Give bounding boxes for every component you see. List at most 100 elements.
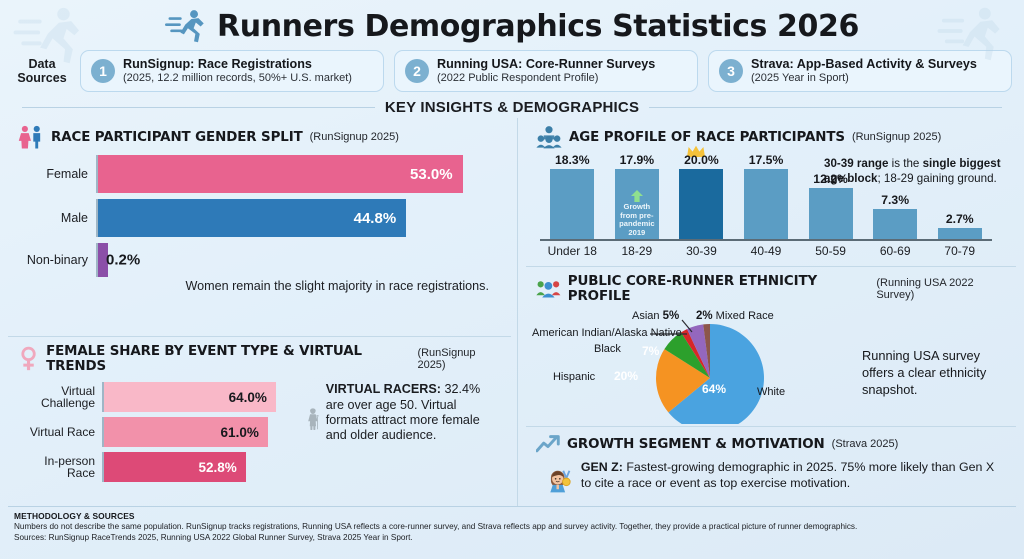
age-bar-0: [550, 169, 595, 240]
age-bar-col-2: 20.0%: [669, 153, 734, 240]
crown-icon: [686, 146, 705, 158]
runner-icon: [13, 7, 80, 64]
panel-female-share: FEMALE SHARE BY EVENT TYPE & VIRTUAL TRE…: [8, 336, 511, 506]
bar-fill-virtual-challenge: 64.0%: [104, 382, 276, 413]
age-bar-col-4: 12.2%: [798, 153, 863, 240]
gender-bar-chart: Female 53.0% Male 44.8%: [14, 151, 505, 299]
pie-label-american-indian: American Indian/Alaska Native: [531, 327, 682, 340]
age-tick-3: 40-49: [750, 244, 782, 259]
bar-fill-female: 53.0%: [98, 155, 463, 194]
growth-annotation-text: Growth from pre-pandemic 2019: [619, 202, 655, 237]
bar-value-virtual-race: 61.0%: [220, 424, 259, 440]
bar-value-male: 44.8%: [353, 209, 397, 227]
data-sources-label-line1: Data: [28, 56, 56, 71]
right-column: AGE PROFILE OF RACE PARTICIPANTS (RunSig…: [516, 118, 1016, 507]
people-trio-icon: [536, 281, 561, 298]
age-bar-col-6: 2.7%: [927, 153, 992, 240]
trend-up-icon: [535, 435, 560, 453]
age-bar-1: Growth from pre-pandemic 2019: [614, 169, 659, 240]
age-bar-3: [744, 169, 788, 240]
source-sub-2: (2022 Public Respondent Profile): [437, 72, 599, 85]
source-card-2[interactable]: 2 Running USA: Core-Runner Surveys (2022…: [394, 50, 698, 93]
age-bar-5: [873, 208, 918, 240]
source-card-3[interactable]: 3 Strava: App-Based Activity & Surveys (…: [708, 50, 1012, 93]
pie-svg: [649, 319, 764, 425]
age-bar-6: [937, 227, 982, 240]
age-bar-col-5: 7.3%: [863, 153, 928, 240]
bar-value-virtual-challenge: 64.0%: [228, 389, 267, 405]
age-bar-col-0: 18.3%: [540, 153, 605, 240]
age-bar-col-1: 17.9% Growth from pre-pandemic 2019: [605, 153, 670, 240]
data-sources-label-line2: Sources: [17, 71, 67, 86]
divider-line-left: [22, 107, 375, 109]
age-note-end: ; 18-29 gaining ground.: [877, 171, 997, 185]
pie-value-black: 7%: [641, 344, 660, 359]
panel-age-profile: AGE PROFILE OF RACE PARTICIPANTS (RunSig…: [526, 118, 1016, 266]
source-title-2: Running USA: Core-Runner Surveys: [437, 57, 656, 71]
age-bar-value-3: 17.5%: [748, 153, 784, 168]
gender-note: Women remain the slight majority in race…: [185, 279, 489, 294]
pie-slice-hispanic: [655, 349, 710, 413]
growth-body-bold: GEN Z:: [580, 460, 623, 475]
gen-z-medalist-icon: [550, 470, 571, 493]
pie-value-mixed-race: 2%: [695, 310, 713, 323]
bar-row-nonbinary: Non-binary 0.2%: [18, 243, 497, 278]
runner-icon: [937, 7, 1000, 61]
age-tick-1: 18-29: [621, 244, 653, 259]
growth-annotation: Growth from pre-pandemic 2019: [615, 190, 659, 237]
source-title-1: RunSignup: Race Registrations: [123, 57, 312, 71]
age-bar-value-6: 2.7%: [945, 211, 974, 226]
age-bar-4: [808, 188, 853, 240]
pie-label-mixed-race: 2% Mixed Race: [695, 310, 774, 323]
pie-value-white: 64%: [701, 382, 727, 397]
source-card-1[interactable]: 1 RunSignup: Race Registrations (2025, 1…: [80, 50, 384, 93]
source-badge-2: 2: [405, 59, 429, 84]
main-content: RACE PARTICIPANT GENDER SPLIT (RunSignup…: [0, 118, 1024, 507]
pie-value-hispanic: 20%: [613, 369, 639, 384]
growth-body-text: Fastest-growing demographic in 2025. 75%…: [580, 460, 995, 491]
source-title-3: Strava: App-Based Activity & Surveys: [751, 57, 977, 71]
bar-row-virtual-challenge: Virtual Challenge 64.0%: [16, 382, 292, 413]
leader-line-asian: [681, 319, 693, 333]
page-title: Runners Demographics Statistics 2026: [217, 8, 859, 44]
age-bars: 18.3% 17.9% Growth from pre-pandemic 2: [539, 153, 992, 242]
age-tick-0: Under 18: [547, 244, 597, 259]
panel-gender-split: RACE PARTICIPANT GENDER SPLIT (RunSignup…: [8, 118, 511, 336]
age-bar-2: [679, 169, 724, 240]
panel-source-growth: (Strava 2025): [831, 438, 899, 451]
bar-value-female: 53.0%: [410, 165, 453, 183]
bar-fill-nonbinary: [98, 243, 108, 278]
age-insight-note: 30-39 range is the single biggest age bl…: [824, 157, 1006, 186]
age-note-bold-2: single biggest age block: [824, 157, 1001, 185]
pie-slice-mixed-race: [703, 324, 710, 379]
footer-title: METHODOLOGY & SOURCES: [14, 511, 135, 522]
virtual-racers-text: 32.4% are over age 50. Virtual formats a…: [325, 382, 481, 443]
age-note-bold-1: 30-39 range: [824, 157, 889, 171]
bar-row-female: Female 53.0%: [18, 155, 497, 194]
people-group-icon: [536, 126, 562, 149]
data-sources-label: Data Sources: [14, 57, 70, 86]
key-insights-banner: KEY INSIGHTS & DEMOGRAPHICS: [0, 92, 1024, 118]
panel-growth-segment: GROWTH SEGMENT & MOTIVATION (Strava 2025…: [525, 426, 1016, 506]
female-symbol-icon: [21, 347, 36, 371]
age-bar-value-4: 12.2%: [813, 172, 848, 187]
panel-source-female-share: (RunSignup 2025): [417, 347, 476, 372]
age-bar-value-0: 18.3%: [554, 153, 590, 168]
page-header: Runners Demographics Statistics 2026: [0, 0, 1024, 46]
age-bar-col-3: 17.5%: [734, 153, 799, 240]
virtual-racers-callout: VIRTUAL RACERS: 32.4% are over age 50. V…: [292, 382, 501, 482]
pie-slice-american-indian: [681, 329, 710, 379]
pie-slice-black: [664, 332, 710, 379]
left-column: RACE PARTICIPANT GENDER SPLIT (RunSignup…: [8, 118, 517, 506]
source-sub-3: (2025 Year in Sport): [751, 72, 849, 85]
source-badge-1: 1: [91, 59, 115, 84]
bar-value-nonbinary: 0.2%: [106, 251, 141, 269]
bar-row-virtual-race: Virtual Race 61.0%: [16, 417, 292, 448]
bar-row-male: Male 44.8%: [18, 199, 497, 238]
runner-icon: [165, 10, 204, 43]
footer-line-1: Numbers do not describe the same populat…: [14, 522, 858, 532]
source-sub-1: (2025, 12.2 million records, 50%+ U.S. m…: [123, 72, 352, 85]
bar-label-in-person-race: In-person Race: [44, 453, 95, 481]
pie-value-asian: 5%: [662, 310, 680, 323]
